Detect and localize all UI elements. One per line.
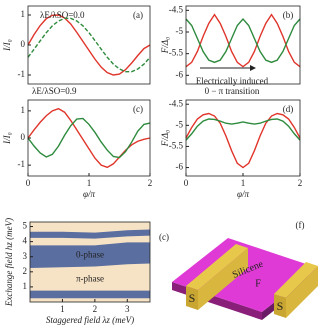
- electrode: [274, 262, 318, 298]
- phase-band: [30, 290, 150, 299]
- x-tick-label: 2: [298, 178, 303, 188]
- y-tick-label: 0: [21, 132, 26, 142]
- phase-label: 0-phase: [76, 249, 104, 259]
- y-tick-label: 5: [23, 221, 28, 231]
- phase-label: π-phase: [76, 273, 104, 283]
- y-tick-label: 3: [23, 251, 28, 261]
- x-tick-label: 1: [87, 178, 92, 188]
- y-tick-label: -5: [176, 119, 184, 129]
- y-tick-label: 1: [23, 281, 28, 291]
- y-tick-label: -1: [18, 159, 26, 169]
- x-tick-label: 0: [26, 178, 31, 188]
- plot-frame: [29, 221, 151, 303]
- y-tick-label: 1: [21, 105, 26, 115]
- x-axis-label: φ/π: [83, 189, 95, 199]
- annotation-arrowhead: [250, 65, 256, 71]
- plot-frame: [185, 5, 301, 85]
- legend-label: λE/λSO=0.0: [40, 10, 85, 20]
- panel-label: (d): [283, 104, 294, 114]
- x-tick-label: 1: [60, 304, 65, 314]
- panel-label: (b): [283, 10, 294, 20]
- y-tick-label: -5.5: [169, 141, 184, 151]
- electrode: [198, 248, 248, 310]
- data-line: [185, 17, 301, 64]
- y-axis-label: F/Δ₀: [160, 37, 170, 54]
- y-tick-label: -6: [176, 69, 184, 79]
- electrode: [186, 286, 198, 310]
- plot-frame: [27, 99, 151, 177]
- legend-label: λE/λSO=0.9: [32, 86, 77, 96]
- y-tick-label: 0: [21, 39, 26, 49]
- y-tick-label: -4.5: [169, 4, 184, 14]
- data-line: [185, 112, 301, 169]
- data-line: [185, 13, 301, 68]
- panel-label: (f): [296, 220, 305, 230]
- y-axis-label: F/Δ₀: [160, 130, 170, 147]
- x-axis-label: φ/π: [237, 189, 249, 199]
- panel-label: (c): [133, 104, 143, 114]
- device-label: F: [255, 278, 261, 289]
- y-tick-label: 1: [21, 9, 26, 19]
- x-tick-label: 3: [125, 304, 130, 314]
- y-tick-label: -5: [176, 26, 184, 36]
- y-tick-label: 4: [23, 236, 28, 246]
- electrode: [286, 266, 318, 318]
- y-tick-label: -6: [176, 162, 184, 172]
- data-line: [27, 14, 151, 76]
- y-tick-label: -5.5: [169, 48, 184, 58]
- phase-band: [30, 242, 150, 269]
- y-tick-label: -1: [18, 69, 26, 79]
- electrode: [274, 294, 286, 318]
- annotation-box: [188, 76, 276, 96]
- x-axis-label: Staggered field λz (meV): [46, 315, 134, 325]
- y-tick-label: 2: [23, 266, 28, 276]
- panel-label: (c): [159, 232, 169, 242]
- y-axis-label: I/I₀: [2, 132, 12, 145]
- annotation: 0 − π transition: [205, 86, 260, 96]
- annotation: Electrically induced: [196, 76, 269, 86]
- phase-band: [30, 229, 150, 239]
- data-line: [27, 107, 151, 169]
- x-tick-label: 1: [241, 178, 246, 188]
- x-tick-label: 2: [93, 304, 98, 314]
- y-axis-label: I/I₀: [2, 39, 12, 52]
- device-label: S: [189, 291, 196, 305]
- data-line: [27, 117, 151, 159]
- device-label: S: [277, 299, 284, 313]
- y-tick-label: -4.5: [169, 98, 184, 108]
- data-line: [27, 17, 151, 73]
- x-tick-label: 0: [184, 178, 189, 188]
- y-axis-label: Exchange field hz (meV): [4, 218, 14, 307]
- data-line: [185, 118, 301, 141]
- device-illustration: S Silicene F S (f): [172, 220, 318, 320]
- electrode: [186, 244, 248, 290]
- x-tick-label: 2: [148, 178, 153, 188]
- panel-label: (a): [133, 10, 143, 20]
